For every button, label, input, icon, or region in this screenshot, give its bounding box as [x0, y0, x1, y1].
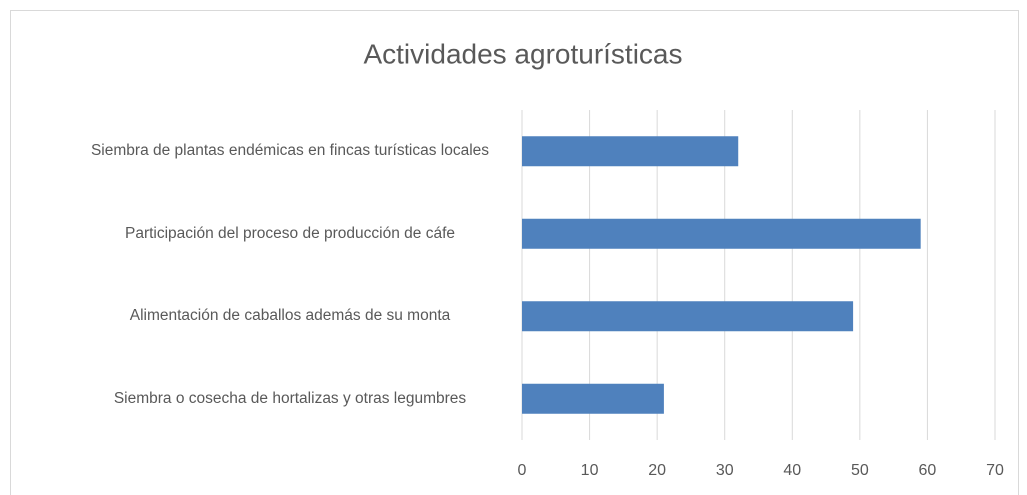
- chart-title: Actividades agroturísticas: [363, 38, 682, 69]
- y-tick-label: Alimentación de caballos además de su mo…: [129, 307, 451, 325]
- x-tick-label: 0: [518, 462, 527, 479]
- bar: [522, 136, 739, 167]
- y-tick-label: Participación del proceso de producción …: [124, 224, 455, 242]
- y-tick-label: Siembra o cosecha de hortalizas y otras …: [113, 389, 467, 407]
- bar: [522, 383, 664, 414]
- bar: [522, 218, 921, 249]
- x-tick-label: 50: [851, 462, 869, 479]
- x-tick-label: 30: [716, 462, 734, 479]
- x-tick-label: 40: [783, 462, 801, 479]
- bar: [522, 301, 854, 332]
- x-tick-label: 70: [986, 462, 1004, 479]
- x-tick-label: 10: [581, 462, 599, 479]
- x-tick-label: 60: [919, 462, 937, 479]
- y-tick-label: Siembra de plantas endémicas en fincas t…: [90, 142, 490, 160]
- chart-border: [10, 10, 1019, 495]
- x-tick-label: 20: [648, 462, 666, 479]
